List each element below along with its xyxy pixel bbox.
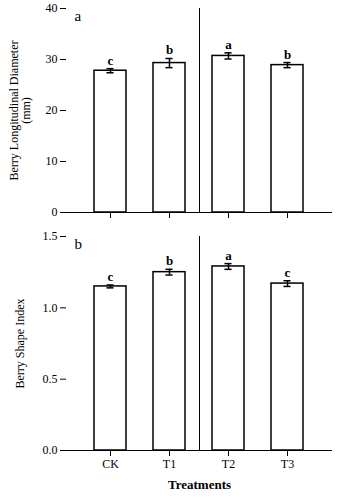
svg-text:0.0: 0.0 [43,443,58,457]
svg-text:b: b [166,42,173,57]
svg-text:10: 10 [46,154,58,168]
svg-text:Berry Shape Index: Berry Shape Index [13,299,27,389]
svg-text:b: b [284,47,291,62]
svg-text:T3: T3 [281,457,294,471]
svg-text:0: 0 [52,205,58,219]
svg-text:a: a [225,248,232,263]
svg-text:c: c [108,53,114,68]
svg-text:1.0: 1.0 [43,301,58,315]
svg-text:b: b [166,253,173,268]
svg-text:a: a [225,37,232,52]
svg-text:T2: T2 [222,457,235,471]
svg-text:Treatments: Treatments [168,477,231,492]
svg-text:1.5: 1.5 [43,229,58,243]
svg-text:CK: CK [102,457,119,471]
svg-text:40: 40 [46,1,58,15]
svg-text:a: a [75,8,82,24]
svg-text:30: 30 [46,52,58,66]
svg-text:0.5: 0.5 [43,372,58,386]
svg-text:b: b [75,236,83,252]
svg-text:20: 20 [46,103,58,117]
svg-text:c: c [285,265,291,280]
svg-text:T1: T1 [163,457,176,471]
svg-text:c: c [108,269,114,284]
svg-text:Berry Longitudinal Diameter(mm: Berry Longitudinal Diameter(mm) [7,41,33,181]
